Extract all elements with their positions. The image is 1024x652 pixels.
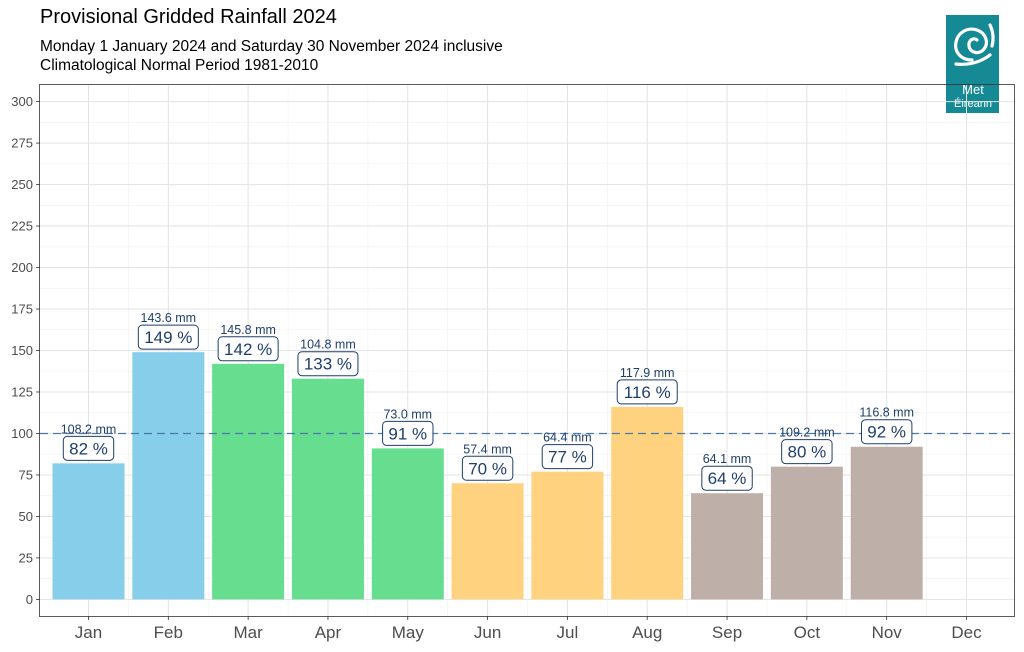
percent-label-box [297,351,359,377]
percent-label: 64 % [708,469,747,488]
x-tick-label: Mar [233,623,263,642]
percent-label-box [461,455,514,481]
x-tick-label: Jan [75,623,102,642]
y-tick-label: 200 [11,260,33,275]
mm-label: 117.9 mm [620,366,675,380]
y-tick-label: 125 [11,384,33,399]
percent-label: 77 % [548,448,587,467]
percent-label: 92 % [867,423,906,442]
percent-label-box [382,420,434,446]
bar-jun [451,483,524,600]
mm-label: 64.1 mm [703,452,752,466]
percent-label-box [217,336,279,362]
percent-label-box [616,379,678,405]
y-tick-label: 100 [11,426,33,441]
met-eireann-logo: Met Éireann [946,15,999,113]
percent-label: 116 % [624,383,671,402]
x-tick-label: Jul [557,623,579,642]
x-tick-label: Jun [474,623,501,642]
mm-label: 108.2 mm [61,422,117,436]
chart-title: Provisional Gridded Rainfall 2024 [40,6,337,28]
bar-feb [132,352,205,600]
y-tick-label: 300 [11,94,33,109]
percent-label-box [541,444,594,470]
y-tick-label: 75 [19,467,33,482]
x-tick-label: Sep [712,623,742,642]
x-axis-ticks: Jan Feb Mar Apr May Jun Jul Aug Sep Oct Nov Dec [75,616,982,642]
mm-label: 73.0 mm [383,407,432,421]
logo-text-met: Met [962,82,984,97]
mm-label: 104.8 mm [300,338,356,352]
percent-label: 80 % [787,443,826,462]
y-tick-label: 225 [11,219,33,234]
y-tick-label: 275 [11,136,33,151]
y-axis-ticks: 0 25 50 75 100 125 150 175 200 225 250 275 300 [11,94,40,607]
x-tick-label: May [392,623,425,642]
y-tick-label: 150 [11,343,33,358]
chart-subtitle: Monday 1 January 2024 and Saturday 30 No… [40,38,503,55]
y-tick-label: 25 [19,550,33,565]
y-tick-label: 250 [11,177,33,192]
x-tick-label: Apr [315,623,342,642]
x-tick-label: Aug [632,623,662,642]
bar-mar [212,363,285,600]
percent-label-box [781,439,833,465]
mm-label: 143.6 mm [141,311,197,325]
bar-jul [531,471,604,600]
percent-label: 133 % [304,355,352,374]
chart-subtitle-normal-period: Climatological Normal Period 1981-2010 [40,57,319,74]
percent-label: 70 % [468,459,507,478]
bar-sep [691,493,764,600]
y-tick-label: 0 [26,592,33,607]
mm-label: 57.4 mm [463,442,512,456]
percent-label: 82 % [69,439,108,458]
bar-aug [611,406,684,600]
logo-text-eireann: Éireann [954,97,992,110]
met-eireann-swirl-icon [954,23,995,66]
bar-apr [291,378,364,600]
percent-label-box [62,435,115,461]
percent-label: 91 % [388,424,427,443]
percent-label-box [137,324,199,350]
mm-label: 64.4 mm [543,431,592,445]
percent-label: 149 % [144,328,192,347]
percent-label: 142 % [224,340,272,359]
x-tick-label: Nov [872,623,903,642]
y-tick-label: 175 [11,302,33,317]
y-tick-label: 50 [19,509,33,524]
bar-nov [850,446,923,600]
bar-oct [770,466,843,600]
mm-label: 109.2 mm [779,426,835,440]
percent-label-box [701,465,753,491]
x-tick-label: Oct [794,623,821,642]
x-tick-label: Dec [951,623,982,642]
percent-label-box [860,419,913,445]
x-tick-label: Feb [154,623,183,642]
bar-jan [52,463,125,600]
mm-label: 145.8 mm [220,323,276,337]
bar-series [52,352,923,600]
bar-labels: 82 % 108.2 mm 149 % 143.6 mm 142 % 145.8 mm 13… [61,311,914,491]
mm-label: 116.8 mm [859,406,914,420]
bar-may [371,448,444,600]
